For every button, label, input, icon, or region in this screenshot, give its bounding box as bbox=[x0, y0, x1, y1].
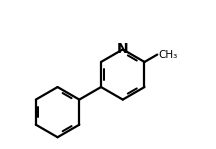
Text: N: N bbox=[117, 42, 129, 56]
Text: CH₃: CH₃ bbox=[158, 50, 177, 60]
